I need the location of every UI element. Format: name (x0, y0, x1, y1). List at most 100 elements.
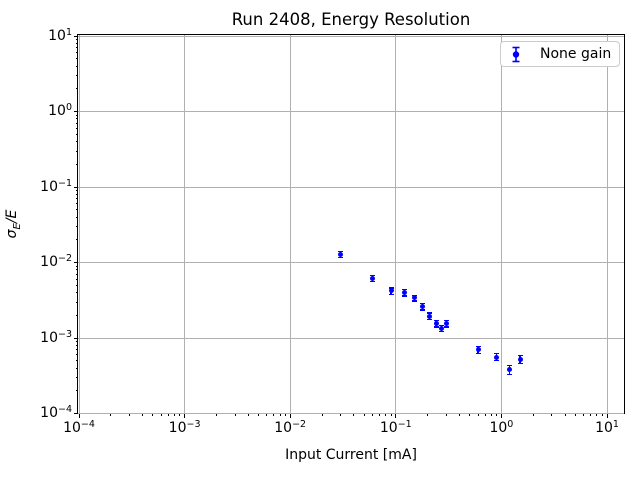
point-marker (475, 347, 481, 353)
x-minor-tick (173, 414, 175, 416)
error-cap-top (411, 294, 417, 296)
x-minor-tick (496, 414, 498, 416)
gridline-x (500, 35, 502, 413)
y-minor-tick (76, 118, 78, 120)
y-minor-tick (76, 226, 78, 227)
y-major-tick (74, 35, 78, 37)
error-cap-bottom (494, 360, 500, 362)
error-cap-top (369, 274, 375, 276)
y-minor-tick (76, 52, 78, 54)
gridline-y (78, 413, 624, 414)
error-cap-top (338, 250, 344, 253)
error-cap-top (438, 324, 444, 326)
x-minor-tick (590, 414, 592, 416)
x-minor-tick (490, 414, 492, 416)
point-marker (401, 290, 407, 295)
x-minor-tick (167, 414, 169, 416)
x-minor-tick (321, 414, 323, 416)
error-cap-bottom (433, 326, 439, 328)
y-minor-tick (76, 190, 78, 191)
legend-label: None gain (540, 46, 612, 62)
y-major-tick (74, 413, 78, 414)
error-cap-bottom (369, 280, 375, 283)
tick-exponent: −1 (397, 419, 412, 430)
errorbar-marker-icon (512, 46, 520, 62)
y-minor-tick (76, 141, 78, 142)
x-minor-tick (385, 414, 387, 416)
gridline-y (78, 111, 624, 112)
y-minor-tick (76, 203, 78, 205)
tick-exponent: −2 (292, 419, 307, 430)
gridline-y (78, 186, 624, 188)
x-minor-tick (583, 414, 585, 416)
x-minor-tick (427, 414, 429, 416)
x-minor-tick (596, 414, 598, 416)
tick-exponent: 1 (612, 419, 619, 430)
x-minor-tick (371, 414, 373, 416)
y-tick-label: 10−3 (40, 328, 72, 346)
y-minor-tick (76, 265, 78, 267)
y-minor-tick (76, 216, 78, 218)
tick-exponent: −4 (80, 419, 95, 430)
tick-exponent: −4 (57, 404, 72, 415)
error-cap-bottom (411, 300, 417, 302)
point-marker (507, 367, 513, 373)
x-minor-tick (247, 414, 249, 416)
x-minor-tick (152, 414, 154, 416)
gridline-x (606, 35, 608, 413)
x-minor-tick (279, 414, 281, 416)
error-cap-bottom (401, 295, 407, 297)
y-minor-tick (76, 301, 78, 303)
y-major-tick (74, 111, 78, 112)
y-minor-tick (76, 390, 78, 392)
y-axis-label: σE/E (3, 210, 27, 239)
x-minor-tick (179, 414, 181, 416)
x-tick-label: 10−3 (168, 419, 201, 436)
x-minor-tick (110, 414, 112, 416)
y-minor-tick (76, 39, 78, 40)
point-marker (411, 295, 417, 301)
point-marker (443, 321, 449, 327)
tick-exponent: −1 (57, 177, 72, 189)
x-major-tick (289, 414, 291, 418)
point-marker (338, 251, 344, 257)
y-minor-tick (76, 198, 78, 200)
y-tick-label: 10−1 (40, 177, 72, 195)
error-cap-top (443, 320, 449, 322)
x-tick-label: 10−2 (274, 419, 307, 436)
x-major-tick (500, 414, 502, 418)
y-minor-tick (76, 377, 78, 378)
gridline-x (289, 35, 291, 413)
x-minor-tick (215, 414, 217, 416)
y-minor-tick (76, 349, 78, 351)
y-axis-label-subscript: E (11, 223, 23, 230)
x-minor-tick (574, 414, 576, 416)
error-cap-top (401, 288, 407, 291)
point-marker (433, 321, 439, 327)
y-minor-tick (76, 367, 78, 369)
error-cap-bottom (338, 257, 344, 259)
y-minor-tick (76, 239, 78, 241)
y-axis-label-suffix: /E (4, 209, 21, 224)
y-minor-tick (76, 114, 78, 116)
x-major-tick (78, 414, 80, 418)
tick-exponent: 0 (507, 419, 514, 430)
x-minor-tick (564, 414, 566, 416)
x-minor-tick (477, 414, 479, 416)
x-minor-tick (484, 414, 486, 416)
y-minor-tick (76, 278, 78, 280)
y-minor-tick (76, 127, 78, 129)
error-cap-top (517, 355, 523, 357)
gridline-y (78, 337, 624, 339)
error-cap-top (433, 320, 439, 322)
x-minor-tick (363, 414, 365, 416)
y-major-tick (74, 337, 78, 339)
y-axis-label-base: σ (4, 229, 21, 239)
y-minor-tick (76, 42, 78, 44)
y-minor-tick (76, 269, 78, 271)
x-minor-tick (273, 414, 275, 416)
tick-exponent: −2 (57, 253, 72, 264)
error-cap-top (388, 287, 394, 289)
point-marker (438, 325, 444, 331)
error-cap-bottom (420, 309, 426, 311)
